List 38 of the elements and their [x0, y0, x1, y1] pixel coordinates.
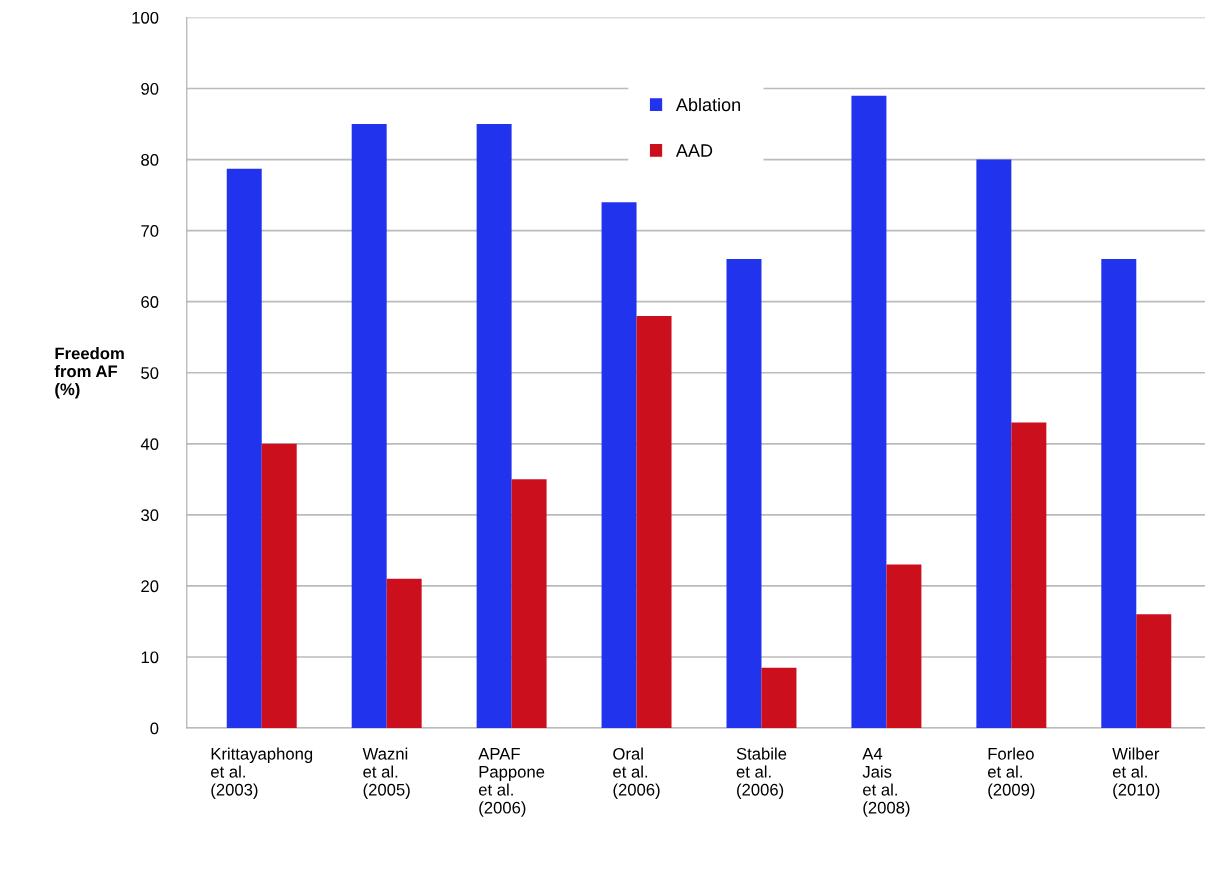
bar	[261, 443, 297, 729]
x-tick-label: APAF Pappone et al. (2006)	[478, 748, 545, 817]
bar	[761, 667, 797, 729]
x-tick-label: Forleo et al. (2009)	[987, 747, 1035, 799]
y-tick-label: 30	[141, 509, 159, 522]
y-tick-label: 90	[141, 82, 159, 95]
x-tick-label: A4 Jais et al. (2008)	[862, 748, 910, 817]
y-tick-label: 40	[140, 438, 159, 451]
y-tick-label: 50	[141, 367, 159, 379]
bar	[601, 202, 637, 729]
bar	[636, 315, 672, 729]
bar	[511, 479, 547, 729]
y-tick-label: 100	[132, 11, 159, 24]
y-axis-title: Freedom from AF (%)	[54, 347, 124, 399]
y-tick-label: 70	[141, 225, 159, 237]
legend-label: Ablation	[675, 97, 740, 112]
bar	[1101, 259, 1137, 729]
y-tick-label: 60	[141, 296, 159, 308]
legend-label: AAD	[675, 144, 713, 157]
bar	[476, 124, 512, 729]
bar	[886, 564, 922, 729]
y-tick-label: 0	[150, 722, 159, 735]
y-tick-label: 10	[141, 651, 159, 664]
bar	[726, 259, 762, 729]
bar	[1011, 422, 1047, 729]
x-tick-label: Krittayaphong et al. (2003)	[211, 747, 313, 799]
bar	[851, 95, 887, 729]
bar	[351, 124, 387, 729]
bar	[976, 159, 1012, 729]
bar	[226, 168, 262, 729]
bar	[386, 578, 422, 729]
y-tick-label: 80	[141, 153, 159, 166]
x-tick-label: Oral et al. (2006)	[613, 747, 660, 799]
bar	[1136, 614, 1172, 729]
x-tick-label: Wazni et al. (2005)	[362, 747, 410, 799]
x-tick-label: Stabile et al. (2006)	[736, 747, 787, 799]
y-tick-label: 20	[141, 580, 159, 593]
x-tick-label: Wilber et al. (2010)	[1112, 747, 1160, 799]
